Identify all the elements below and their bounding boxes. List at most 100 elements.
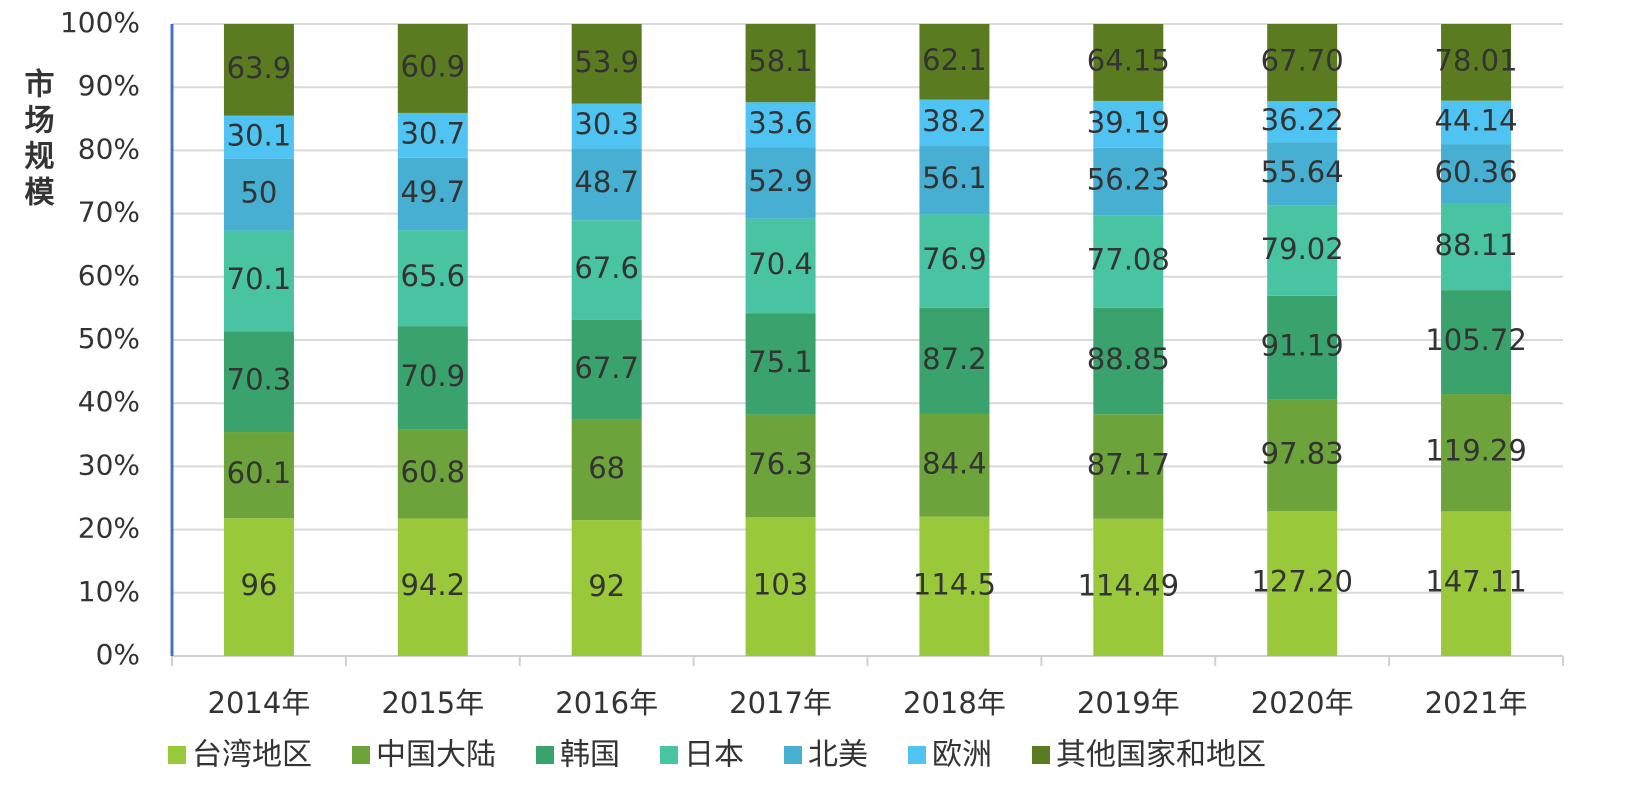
bar-segment xyxy=(1441,203,1512,291)
data-label: 105.72 xyxy=(1425,323,1526,357)
data-label: 67.7 xyxy=(574,351,639,385)
legend-label: 其他国家和地区 xyxy=(1056,738,1266,773)
y-tick-label: 50% xyxy=(78,322,140,355)
bar-segment xyxy=(1267,101,1338,143)
bar-segment xyxy=(1441,100,1512,145)
bar-segment xyxy=(1441,144,1512,204)
bar-segment xyxy=(1093,24,1164,101)
bar-segment xyxy=(1441,511,1512,656)
legend-swatch xyxy=(908,746,926,764)
bar-segment xyxy=(223,115,294,159)
data-label: 75.1 xyxy=(748,345,813,379)
legend-swatch xyxy=(1032,746,1050,764)
bar-segment xyxy=(919,146,990,215)
legend-label: 日本 xyxy=(684,738,744,773)
bar-segment xyxy=(397,518,468,656)
bar-segment xyxy=(919,24,990,100)
bar-segment xyxy=(1267,142,1338,206)
bar-segment xyxy=(397,24,468,113)
legend-label: 韩国 xyxy=(560,738,620,773)
data-label: 58.1 xyxy=(748,44,813,78)
y-tick-label: 80% xyxy=(78,132,140,165)
x-tick-label: 2018年 xyxy=(903,686,1006,720)
x-tick-label: 2015年 xyxy=(381,686,484,720)
bar-segment xyxy=(745,218,816,314)
bar-segment xyxy=(1093,518,1164,656)
data-label: 60.1 xyxy=(227,456,292,490)
bar-segment xyxy=(223,158,294,231)
y-tick-label: 30% xyxy=(78,448,140,481)
bar-segment xyxy=(1093,147,1164,216)
data-label: 38.2 xyxy=(922,104,987,138)
data-label: 53.9 xyxy=(574,45,639,79)
data-label: 94.2 xyxy=(401,568,466,602)
bar-segment xyxy=(571,103,642,149)
x-tick-label: 2019年 xyxy=(1077,686,1180,720)
data-label: 64.15 xyxy=(1087,43,1170,77)
data-label: 92 xyxy=(588,569,625,603)
data-label: 103 xyxy=(753,568,808,602)
bar-segment xyxy=(1267,205,1338,296)
x-tick-label: 2021年 xyxy=(1425,686,1528,720)
bar-segment xyxy=(919,214,990,308)
legend-swatch xyxy=(784,746,802,764)
bar-segment xyxy=(1267,399,1338,512)
legend-swatch xyxy=(352,746,370,764)
data-label: 60.36 xyxy=(1435,155,1518,189)
data-label: 68 xyxy=(588,451,625,485)
data-label: 70.9 xyxy=(401,359,466,393)
bar-segment xyxy=(397,157,468,231)
bar-segment xyxy=(745,313,816,415)
bar-segment xyxy=(223,331,294,433)
y-tick-label: 10% xyxy=(78,575,140,608)
data-label: 56.23 xyxy=(1087,163,1170,197)
bar-segment xyxy=(1441,394,1512,512)
data-label: 49.7 xyxy=(401,175,466,209)
bar-segment xyxy=(571,148,642,221)
legend-label: 欧洲 xyxy=(932,738,992,773)
data-label: 63.9 xyxy=(227,51,292,85)
legend-swatch xyxy=(168,746,186,764)
y-tick-label: 20% xyxy=(78,512,140,545)
bar-segment xyxy=(745,102,816,148)
data-label: 56.1 xyxy=(922,161,987,195)
data-label: 62.1 xyxy=(922,43,987,77)
data-label: 33.6 xyxy=(748,106,813,140)
data-label: 39.19 xyxy=(1087,105,1170,139)
bar-segment xyxy=(223,230,294,332)
data-label: 88.85 xyxy=(1087,342,1170,376)
data-label: 127.20 xyxy=(1251,565,1352,599)
data-label: 70.4 xyxy=(748,247,813,281)
data-label: 78.01 xyxy=(1435,43,1518,77)
x-tick-label: 2014年 xyxy=(208,686,311,720)
bar-segment xyxy=(571,520,642,656)
bar-segment xyxy=(397,230,468,327)
legend-label: 中国大陆 xyxy=(376,738,496,773)
bar-segment xyxy=(1267,295,1338,400)
bar-segment xyxy=(571,419,642,521)
data-label: 114.49 xyxy=(1078,568,1179,602)
bar-segment xyxy=(919,99,990,147)
bar-segment xyxy=(745,24,816,103)
bar-segment xyxy=(571,24,642,104)
data-label: 76.3 xyxy=(748,447,813,481)
data-label: 79.02 xyxy=(1261,232,1344,266)
data-label: 87.17 xyxy=(1087,447,1170,481)
data-label: 147.11 xyxy=(1425,565,1526,599)
data-label: 48.7 xyxy=(574,165,639,199)
data-label: 67.70 xyxy=(1261,44,1344,78)
data-label: 97.83 xyxy=(1261,436,1344,470)
data-label: 84.4 xyxy=(922,446,987,480)
bar-segment xyxy=(745,414,816,518)
data-label: 52.9 xyxy=(748,164,813,198)
data-label: 114.5 xyxy=(913,567,996,601)
y-tick-label: 0% xyxy=(96,638,140,671)
bar-segment xyxy=(745,517,816,656)
data-label: 60.9 xyxy=(401,49,466,83)
x-tick-label: 2016年 xyxy=(555,686,658,720)
data-label: 87.2 xyxy=(922,342,987,376)
bar-segment xyxy=(397,112,468,158)
bar-segment xyxy=(919,516,990,656)
data-label: 30.7 xyxy=(401,116,466,150)
